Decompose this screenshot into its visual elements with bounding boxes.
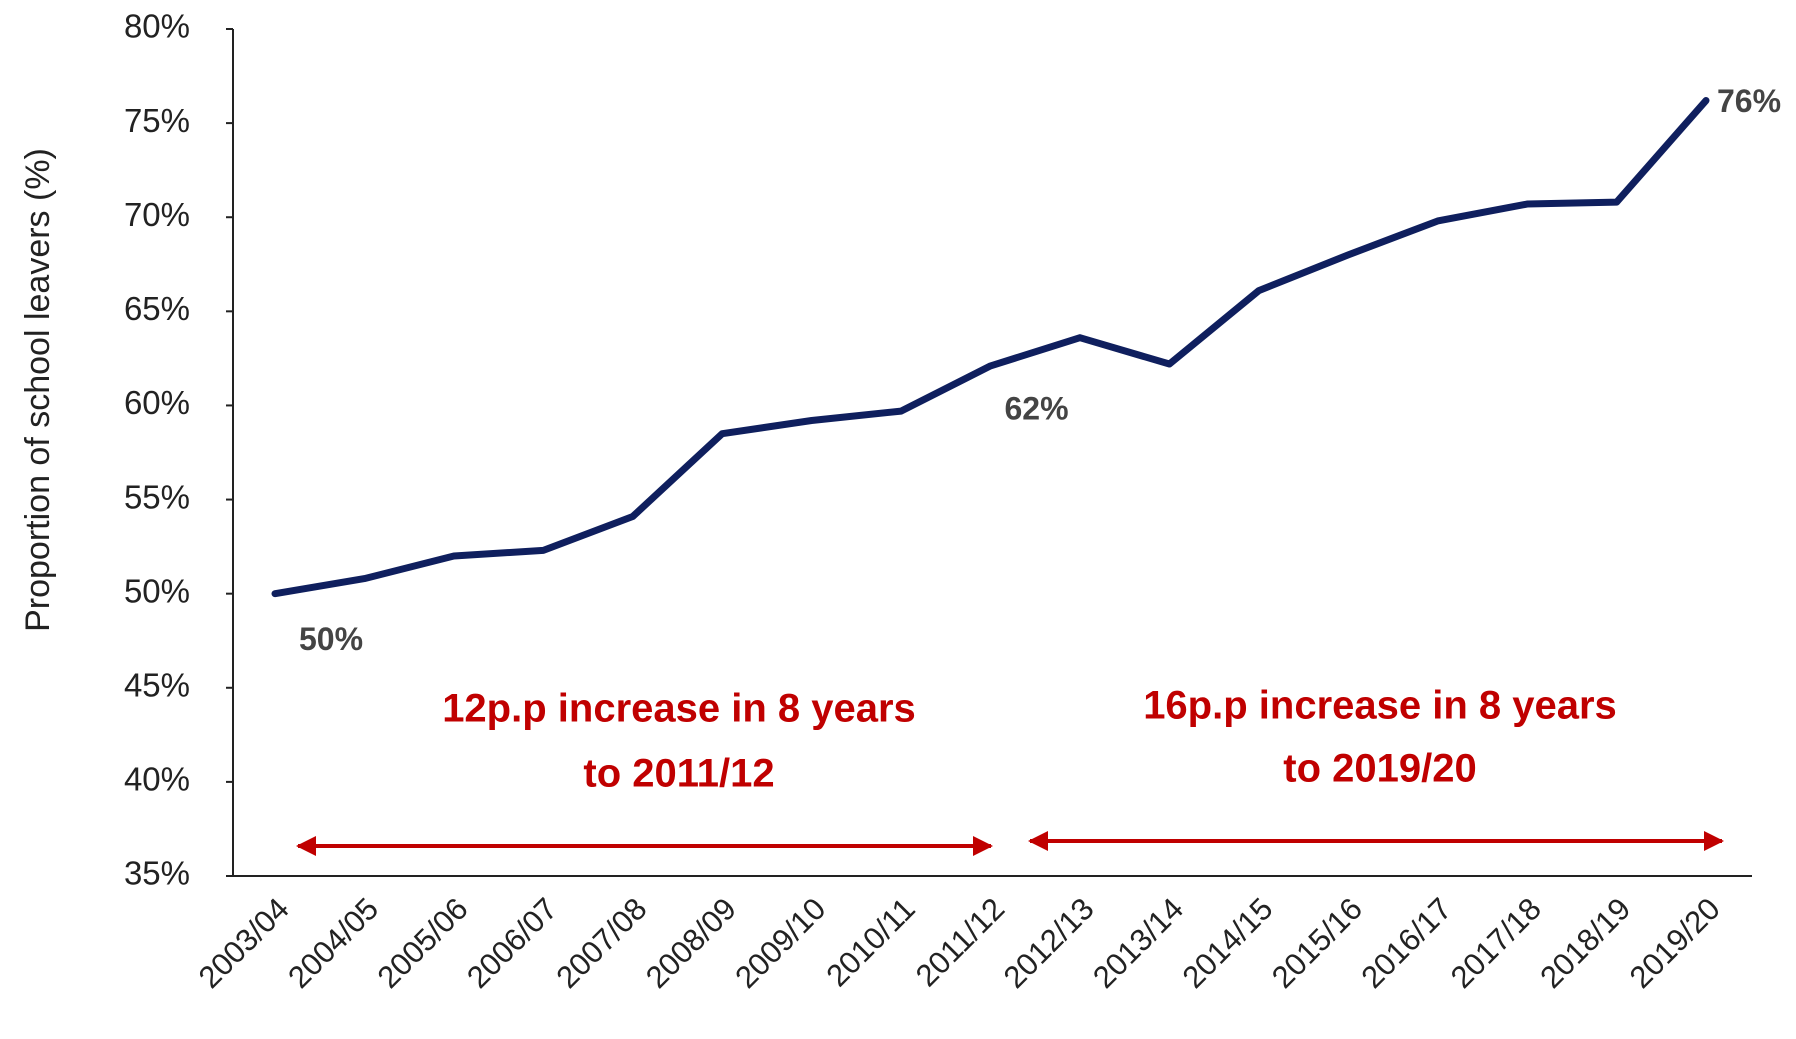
- y-tick-label: 70%: [124, 196, 190, 233]
- x-tick-label: 2004/05: [281, 891, 385, 995]
- x-tick-label: 2014/15: [1176, 891, 1280, 995]
- y-tick-label: 65%: [124, 290, 190, 327]
- x-tick-label: 2008/09: [639, 891, 743, 995]
- annotation: 16p.p increase in 8 years: [1143, 684, 1617, 728]
- x-tick-label: 2017/18: [1444, 891, 1548, 995]
- x-tick-label: 2009/10: [728, 891, 832, 995]
- y-axis-label: Proportion of school leavers (%): [19, 148, 57, 632]
- x-tick-label: 2006/07: [460, 891, 564, 995]
- y-tick-label: 45%: [124, 666, 190, 703]
- y-tick-label: 50%: [124, 572, 190, 609]
- x-tick-label: 2010/11: [819, 891, 921, 993]
- data-label: 50%: [299, 621, 363, 657]
- x-tick-label: 2003/04: [192, 891, 296, 995]
- y-tick-label: 80%: [124, 8, 190, 45]
- line: [271, 97, 1710, 598]
- data-label: 76%: [1717, 83, 1781, 119]
- x-tick-label: 2018/19: [1533, 891, 1637, 995]
- y-tick-label: 75%: [124, 102, 190, 139]
- x-tick-label: 2012/13: [997, 891, 1101, 995]
- x-tick-label: 2005/06: [371, 891, 475, 995]
- x-tick-label: 2015/16: [1265, 891, 1369, 995]
- x-tick-label: 2019/20: [1623, 891, 1727, 995]
- annotation: 12p.p increase in 8 years: [442, 687, 916, 731]
- y-tick-label: 35%: [124, 855, 190, 892]
- y-tick-label: 55%: [124, 478, 190, 515]
- annotation: to 2019/20: [1283, 747, 1476, 791]
- x-tick-label: 2011/12: [909, 891, 1011, 993]
- x-tick-label: 2007/08: [550, 891, 654, 995]
- y-tick-label: 40%: [124, 761, 190, 798]
- data-label: 62%: [1004, 390, 1068, 426]
- annotation: to 2011/12: [583, 752, 774, 796]
- x-tick-label: 2013/14: [1086, 891, 1190, 995]
- y-tick-label: 60%: [124, 384, 190, 421]
- x-tick-label: 2016/17: [1354, 891, 1458, 995]
